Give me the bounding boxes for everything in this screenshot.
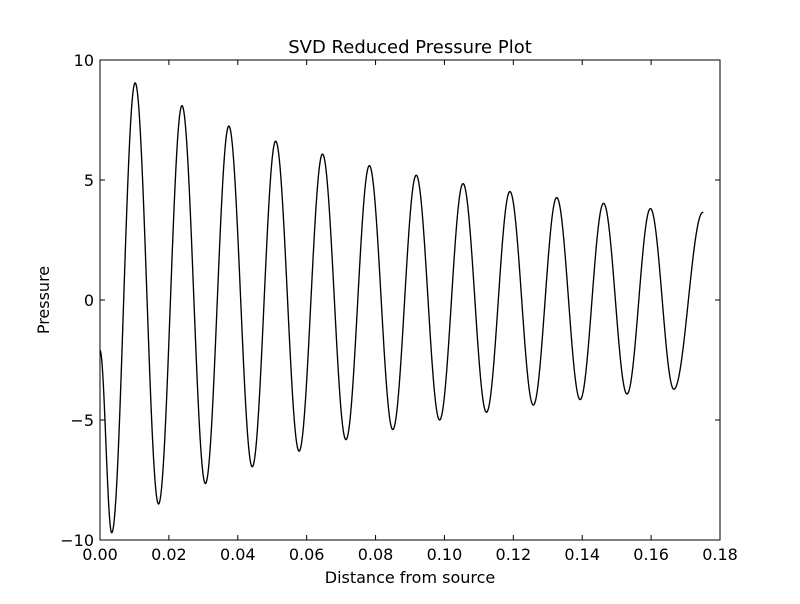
y-tick-label: 0 [84,291,94,310]
y-tick-label: 10 [74,51,94,70]
x-tick-label: 0.14 [564,545,600,564]
x-tick-label: 0.12 [496,545,532,564]
x-tick-label: 0.02 [151,545,187,564]
x-tick-label: 0.04 [220,545,256,564]
x-tick-label: 0.16 [633,545,669,564]
x-tick-label: 0.00 [82,545,118,564]
chart-title: SVD Reduced Pressure Plot [288,37,532,58]
x-tick-label: 0.18 [702,545,738,564]
y-tick-label: −5 [70,411,94,430]
y-axis-label: Pressure [34,266,53,334]
x-tick-label: 0.10 [427,545,463,564]
x-axis-label: Distance from source [325,568,496,587]
y-tick-label: −10 [60,531,94,550]
y-tick-label: 5 [84,171,94,190]
x-tick-label: 0.06 [289,545,325,564]
plot-frame [99,59,721,541]
x-tick-label: 0.08 [358,545,394,564]
plot-layer: 0.00 0.02 0.04 0.06 0.08 0.10 0.12 0.14 0.16 0.18… [60,51,738,564]
pressure-series-line [99,82,704,534]
